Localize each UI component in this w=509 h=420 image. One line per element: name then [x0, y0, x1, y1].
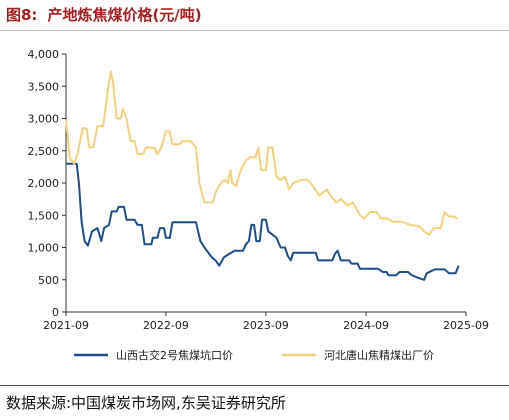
series-line-2 [65, 70, 459, 236]
figure-title-text: 产地炼焦煤价格(元/吨) [47, 6, 202, 24]
y-tick-label: 1,000 [28, 242, 60, 255]
chart-axes: 0 500 1,000 1,500 2,000 2,500 3,000 3,500 4,000 2… [28, 48, 489, 332]
x-tick-label: 2023-09 [243, 319, 289, 332]
legend-label-2: 河北唐山焦精煤出厂价 [324, 348, 434, 362]
y-tick-label: 0 [52, 306, 59, 319]
figure-number: 图8: [6, 6, 38, 24]
chart-legend: 山西古交2号焦煤坑口价 河北唐山焦精煤出厂价 [74, 348, 434, 362]
figure-title: 图8: 产地炼焦煤价格(元/吨) [6, 4, 202, 25]
legend-label-1: 山西古交2号焦煤坑口价 [116, 348, 233, 362]
x-tick-label: 2022-09 [143, 319, 189, 332]
x-tick-label: 2025-09 [443, 319, 489, 332]
data-source: 数据来源:中国煤炭市场网,东吴证券研究所 [6, 394, 286, 412]
line-chart: 0 500 1,000 1,500 2,000 2,500 3,000 3,500 4,000 2… [28, 48, 489, 362]
y-tick-label: 4,000 [28, 48, 60, 61]
x-tick-label: 2021-09 [43, 319, 89, 332]
title-divider [0, 30, 509, 31]
source-divider [0, 385, 509, 386]
y-tick-label: 500 [38, 274, 59, 287]
x-tick-label: 2024-09 [343, 319, 389, 332]
y-tick-label: 2,000 [28, 177, 60, 190]
y-tick-label: 2,500 [28, 145, 60, 158]
series-line-1 [66, 162, 460, 281]
y-tick-label: 3,000 [28, 113, 60, 126]
y-tick-label: 3,500 [28, 80, 60, 93]
y-tick-label: 1,500 [28, 209, 60, 222]
chart-series [65, 70, 460, 281]
